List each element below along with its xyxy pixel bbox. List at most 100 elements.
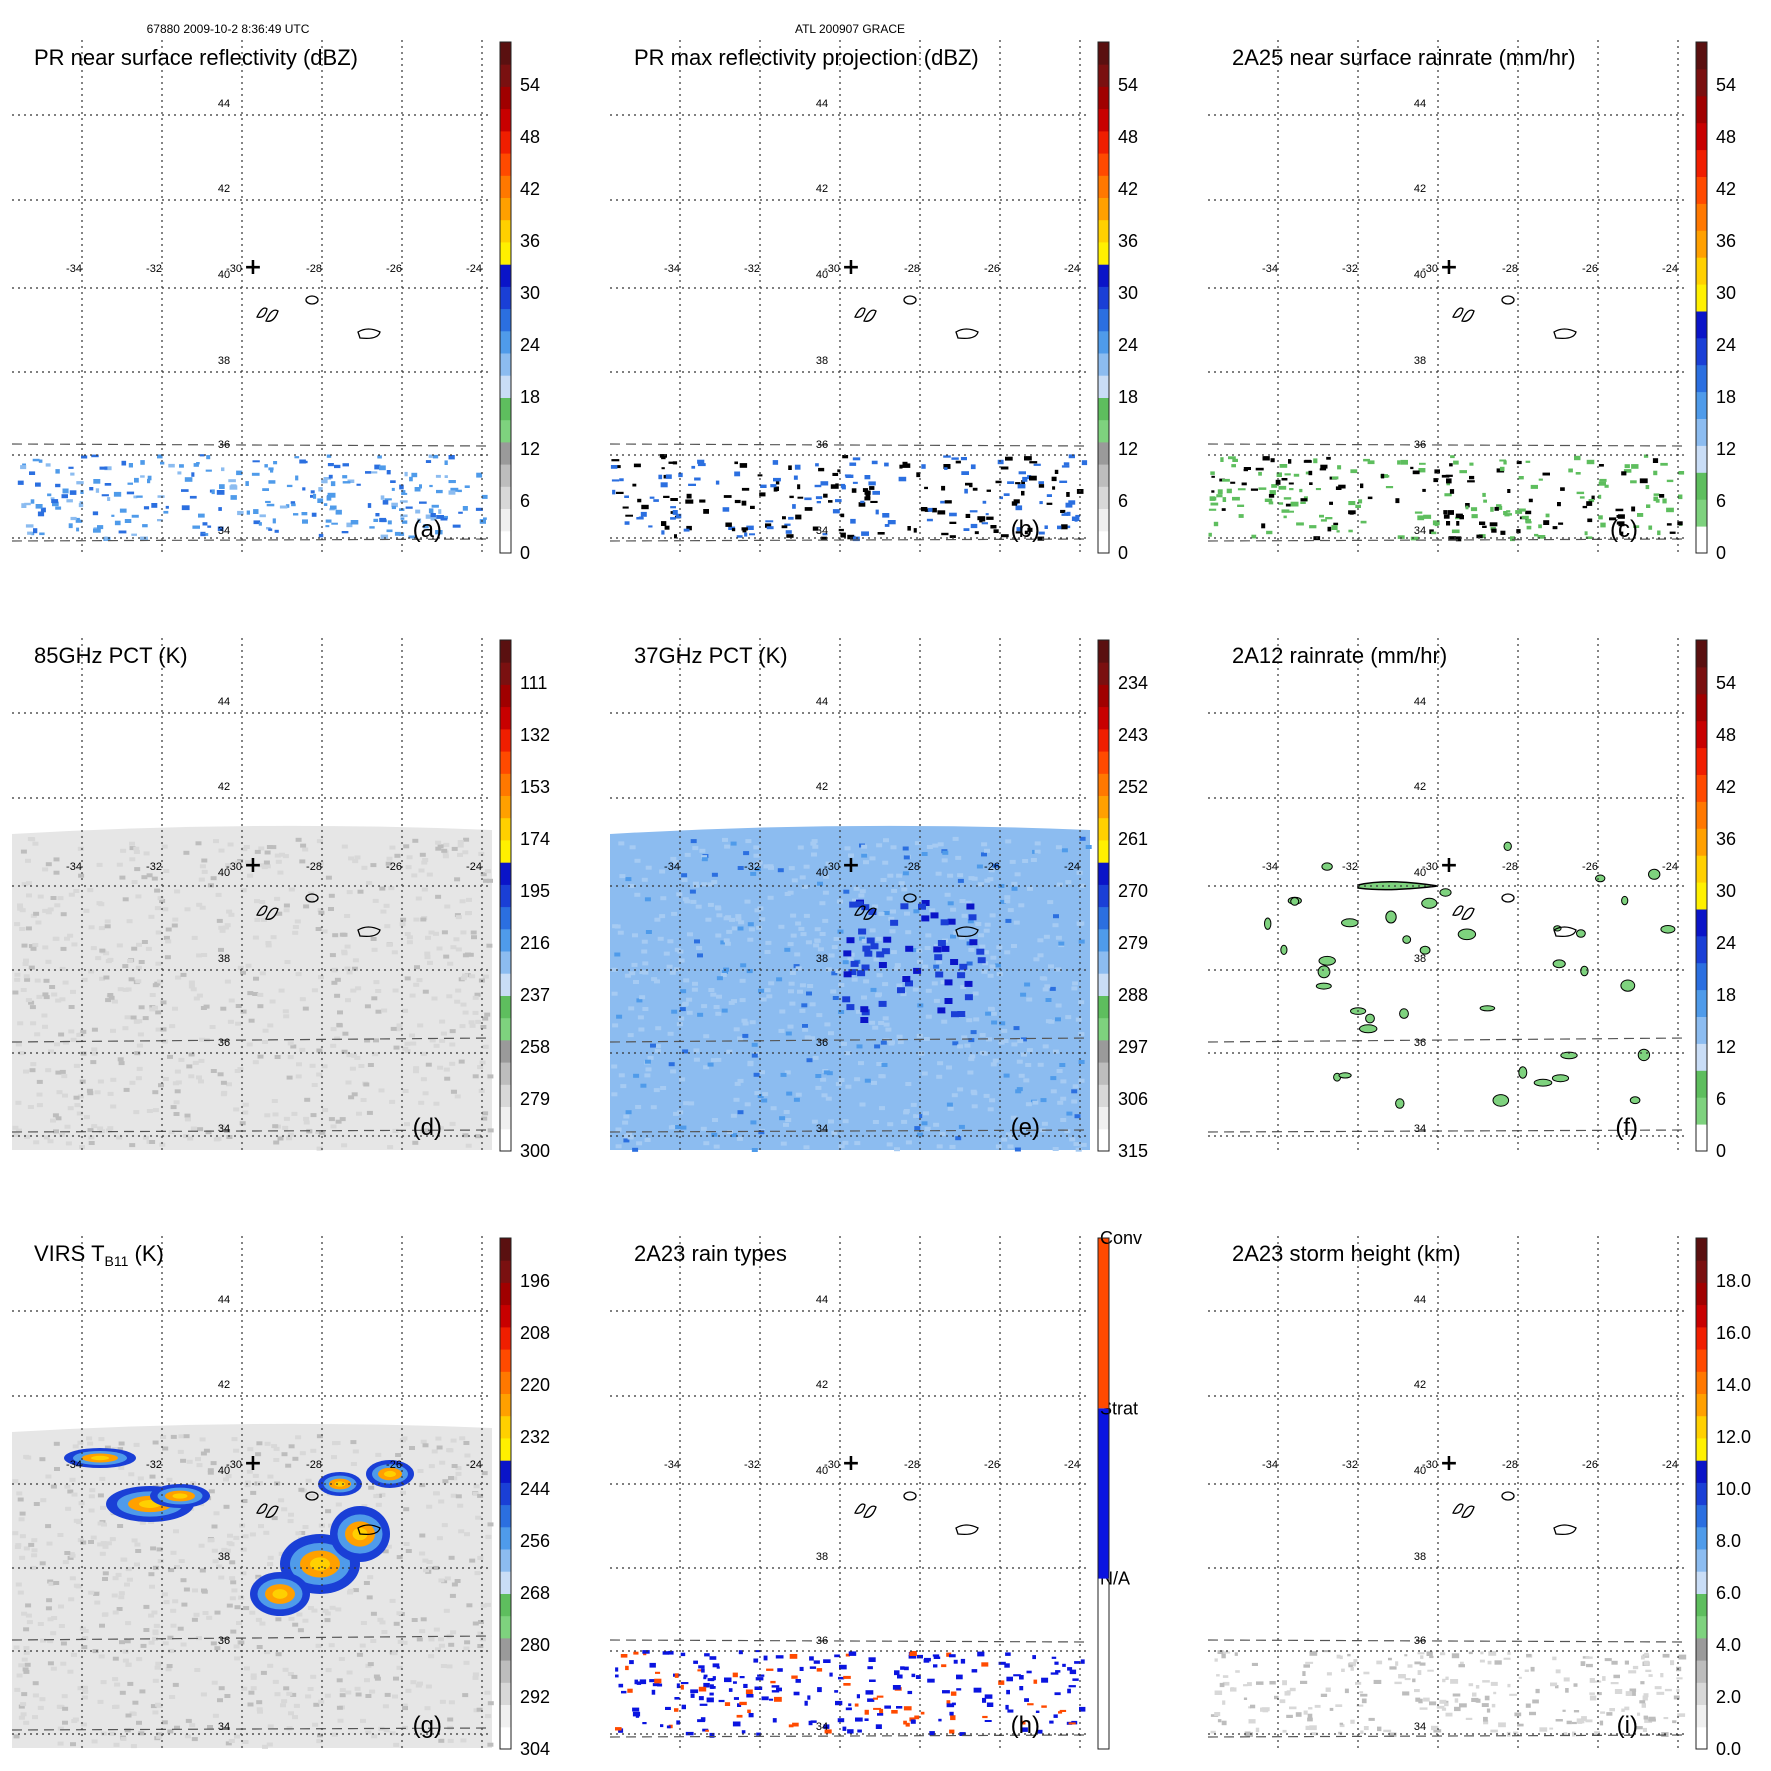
lat-tick-label: 34 [1414,1123,1426,1135]
field-cell [864,496,871,501]
field-cell [91,1027,98,1032]
field-cell [64,1124,71,1129]
data-field-h [615,1650,1086,1738]
field-cell [458,1529,465,1534]
lon-tick-label: -30 [1422,1459,1438,1471]
colorbar-tick-label: 195 [520,881,550,901]
field-cell [807,984,814,988]
field-cell [218,1686,225,1691]
field-cell [856,1044,863,1049]
field-cell [998,1661,1006,1665]
field-cell [1052,486,1056,490]
field-cell [691,465,696,469]
field-cell [401,1703,408,1708]
field-cell [151,876,158,881]
field-cell [325,525,330,528]
field-cell [944,892,951,897]
field-cell [174,889,181,894]
field-cell [243,1666,250,1671]
field-cell [823,1659,831,1663]
field-cell [92,511,99,516]
field-cell [1598,494,1602,499]
field-cell [949,535,956,538]
field-cell [688,483,696,486]
field-cell [58,1032,65,1037]
panel-label: (f) [1615,1114,1638,1141]
field-cell [961,471,969,475]
field-cell [30,499,35,504]
field-cell [23,1546,30,1551]
field-cell [136,495,143,498]
field-cell [465,1143,472,1148]
field-cell [969,939,978,946]
field-cell [449,1029,456,1034]
field-cell [37,511,45,517]
field-cell [52,1113,59,1118]
field-cell [1303,1710,1308,1715]
field-cell [104,536,108,541]
field-cell [472,1672,479,1677]
colorbar-segment [1696,1282,1707,1306]
field-cell [907,526,911,531]
field-cell [778,924,785,929]
field-cell [1339,1724,1345,1728]
field-cell [28,965,35,970]
field-cell [83,1115,90,1120]
colorbar-segment [500,1238,511,1261]
colorbar-segment [1098,464,1109,487]
field-cell [422,1443,429,1448]
field-cell [965,900,972,905]
field-cell [1673,1695,1680,1700]
field-cell [310,490,315,494]
field-cell [18,1715,25,1720]
field-cell [449,1593,456,1598]
field-cell [942,1690,950,1694]
field-cell [728,1688,733,1692]
field-cell [273,461,278,465]
field-cell [341,949,348,954]
field-cell [22,463,26,466]
field-cell [316,1146,323,1151]
colorbar-segment [1696,774,1707,802]
field-cell [193,996,200,1001]
field-cell [1013,1026,1020,1031]
field-cell [412,838,419,843]
field-cell [286,1136,293,1141]
lon-tick-label: -30 [1422,861,1438,873]
field-cell [683,1101,690,1106]
colorbar-tick-label: 216 [520,933,550,953]
field-cell [424,955,431,960]
field-cell [627,1033,634,1038]
lon-tick-label: -28 [306,263,322,275]
lon-tick-label: -30 [226,861,242,873]
field-cell [207,1468,214,1473]
field-cell [1000,534,1009,538]
field-cell [53,870,60,875]
panel-label: (a) [413,516,442,543]
field-cell [937,1061,944,1066]
field-cell [377,1617,384,1622]
field-cell [904,911,910,916]
field-cell [394,531,401,536]
field-cell [254,849,261,854]
field-cell [474,1571,481,1576]
field-cell [464,1640,471,1645]
colorbar-tick-label: 12 [1716,1037,1736,1057]
field-cell [1506,510,1511,513]
colorbar-segment [500,175,511,198]
field-cell [205,1130,212,1135]
field-cell [1266,530,1273,535]
field-cell [686,525,692,531]
field-cell [188,1052,195,1057]
field-cell [383,1728,390,1733]
colorbar-segment [1098,928,1109,952]
field-cell [1295,1712,1302,1717]
field-cell [799,875,806,880]
colorbar-segment [1098,286,1109,310]
field-cell [825,967,832,972]
field-cell [751,1148,758,1152]
field-cell [1053,914,1059,919]
field-cell [777,868,784,873]
field-cell [941,485,946,491]
field-cell [1066,492,1070,497]
